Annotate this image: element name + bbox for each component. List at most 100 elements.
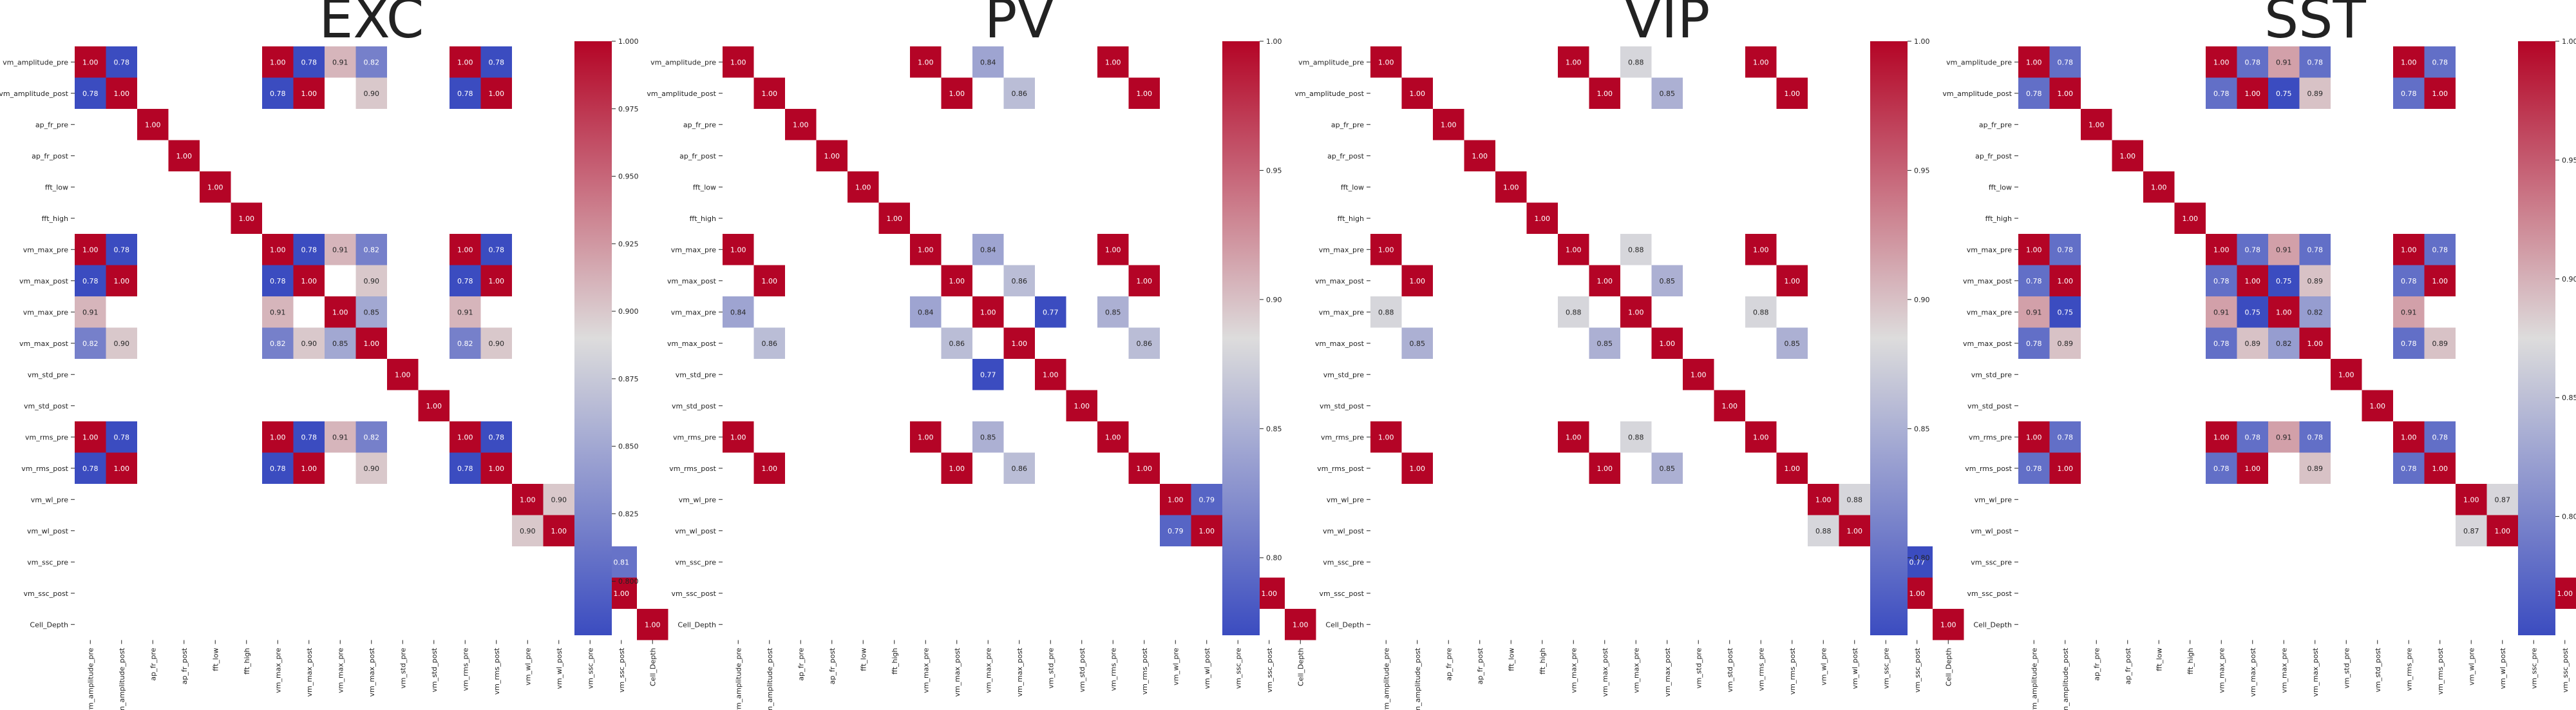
cell-value-label: 1.00 [1441, 120, 1457, 129]
heatmap-cell [2237, 265, 2268, 296]
cell-value-label: 0.86 [949, 340, 965, 348]
row-tick-label: vm_rms_post [21, 465, 68, 473]
col-tick-label: ap_fr_pre [149, 648, 157, 680]
cell-value-label: 1.00 [645, 620, 661, 629]
heatmap-cell [75, 234, 106, 265]
heatmap-cell [1808, 515, 1839, 546]
row-tick-label: vm_max_pre [1319, 245, 1364, 254]
cell-value-label: 1.00 [489, 465, 505, 473]
row-tick-label: ap_fr_pre [35, 120, 68, 129]
colorbar-tick-label: 1.00 [1914, 37, 1930, 46]
heatmap-cell [262, 77, 294, 109]
cell-value-label: 1.00 [1597, 465, 1613, 473]
cell-value-label: 0.89 [2307, 90, 2324, 98]
heatmap-cell [106, 77, 137, 109]
row-tick-label: fft_high [42, 215, 68, 223]
cell-value-label: 1.00 [918, 245, 934, 254]
cell-value-label: 1.00 [2370, 402, 2386, 410]
heatmap-cell [168, 140, 200, 171]
heatmap-cell [2331, 359, 2362, 390]
row-tick-label: vm_max_pre [1319, 308, 1364, 316]
heatmap-cell [2206, 265, 2237, 296]
cell-value-label: 0.90 [551, 495, 567, 504]
heatmap-cell [1526, 202, 1558, 234]
cell-value-label: 0.78 [2307, 58, 2324, 66]
row-tick-label: Cell_Depth [1973, 620, 2012, 629]
heatmap-cell [2018, 77, 2050, 109]
col-tick-label: vm_wl_post [555, 648, 564, 689]
heatmap-cell [1558, 46, 1589, 78]
heatmap-cell [1651, 77, 1683, 109]
row-tick-label: fft_low [1341, 183, 1364, 191]
col-tick-label: vm_std_post [2374, 648, 2382, 693]
heatmap-cell [2174, 202, 2206, 234]
row-tick-label: vm_rms_post [1317, 465, 1364, 473]
heatmap-cell [2206, 234, 2237, 265]
heatmap-cell [450, 296, 481, 328]
heatmap-cell [106, 265, 137, 296]
cell-value-label: 0.78 [2026, 465, 2042, 473]
col-tick-label: vm_ssc_post [1265, 648, 1274, 693]
cell-value-label: 0.78 [2058, 433, 2074, 441]
cell-value-label: 0.86 [762, 340, 778, 348]
cell-value-label: 1.00 [1199, 527, 1215, 535]
col-tick-label: ap_fr_post [828, 648, 837, 685]
heatmap-cell [387, 359, 419, 390]
cell-value-label: 0.78 [270, 277, 286, 285]
cell-value-label: 0.78 [82, 277, 99, 285]
heatmap-cell [355, 421, 387, 453]
col-tick-label: ap_fr_pre [1444, 648, 1453, 680]
col-tick-label: ap_fr_pre [797, 648, 805, 680]
cell-value-label: 1.00 [1753, 433, 1769, 441]
heatmap-cell [1097, 421, 1129, 453]
cell-value-label: 0.82 [364, 433, 380, 441]
heatmap-cell [325, 296, 356, 328]
heatmap-cell [1776, 77, 1808, 109]
cell-value-label: 0.91 [270, 308, 286, 316]
colorbar-tick-label: 0.85 [1266, 425, 1282, 433]
row-tick-label: vm_amplitude_post [1942, 90, 2012, 98]
heatmap-cell [75, 265, 106, 296]
col-tick-label: vm_max_pre [922, 648, 930, 693]
cell-value-label: 1.00 [855, 183, 871, 191]
col-tick-label: vm_rms_pre [461, 648, 469, 691]
cell-value-label: 0.78 [82, 465, 99, 473]
col-tick-label: vm_rms_pre [1109, 648, 1117, 691]
col-tick-label: vm_max_post [953, 648, 961, 697]
cell-value-label: 0.82 [364, 245, 380, 254]
heatmap-cell [2299, 46, 2331, 78]
col-tick-label: Cell_Depth [1296, 648, 1305, 686]
heatmap-cell [262, 46, 294, 78]
heatmap-cell [941, 77, 972, 109]
cell-value-label: 1.00 [2307, 340, 2324, 348]
colorbar-tick-label: 0.80 [1266, 554, 1282, 562]
cell-value-label: 1.00 [2026, 245, 2042, 254]
row-tick-label: vm_rms_pre [1321, 433, 1364, 441]
cell-value-label: 0.81 [614, 558, 630, 566]
heatmap-cell [1651, 327, 1683, 359]
heatmap-cell [1401, 452, 1433, 484]
heatmap-cell [1097, 296, 1129, 328]
row-tick-label: vm_ssc_post [1967, 590, 2012, 598]
cell-value-label: 0.91 [2276, 245, 2292, 254]
heatmap-cell [200, 171, 231, 203]
cell-value-label: 0.78 [301, 58, 317, 66]
cell-value-label: 1.00 [176, 152, 193, 160]
row-tick-label: vm_std_post [672, 402, 717, 410]
row-tick-label: fft_high [1338, 215, 1364, 223]
heatmap-cell [1401, 77, 1433, 109]
row-tick-label: vm_max_pre [1967, 308, 2012, 316]
col-tick-label: vm_std_pre [1046, 648, 1055, 689]
cell-value-label: 1.00 [2401, 58, 2417, 66]
heatmap-cell [293, 452, 325, 484]
cell-value-label: 0.78 [114, 58, 130, 66]
cell-value-label: 0.78 [2058, 58, 2074, 66]
cell-value-label: 1.00 [489, 90, 505, 98]
cell-value-label: 0.85 [332, 340, 348, 348]
cell-value-label: 1.00 [207, 183, 223, 191]
cell-value-label: 0.75 [2276, 277, 2292, 285]
col-tick-label: vm_rms_post [493, 648, 501, 695]
heatmap-cell [2299, 265, 2331, 296]
heatmap-cell [75, 46, 106, 78]
heatmap-cell [2049, 327, 2081, 359]
